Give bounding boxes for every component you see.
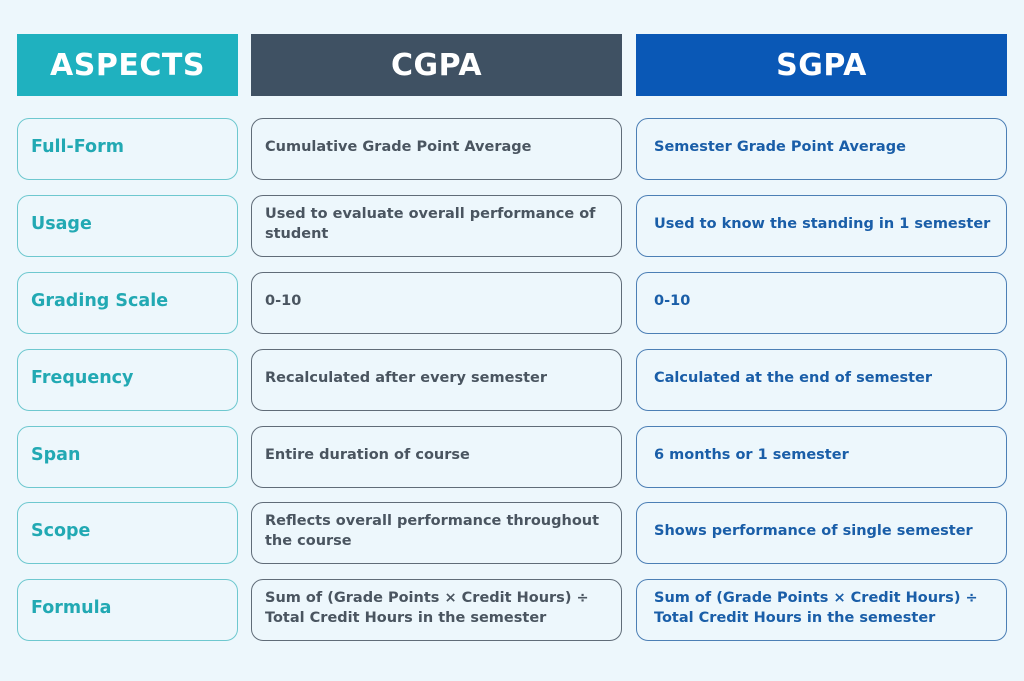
cgpa-cell: Used to evaluate overall performance of … xyxy=(251,195,622,257)
table-row-scope: Scope Reflects overall performance throu… xyxy=(17,502,1007,564)
cgpa-cell: 0-10 xyxy=(251,272,622,334)
cgpa-value: Sum of (Grade Points × Credit Hours) ÷ T… xyxy=(265,590,589,626)
aspect-cell: Usage xyxy=(17,195,238,257)
aspect-label: Span xyxy=(31,445,81,465)
cgpa-value: Cumulative Grade Point Average xyxy=(265,139,532,155)
cgpa-value: Recalculated after every semester xyxy=(265,370,547,386)
cgpa-value: Reflects overall performance throughout … xyxy=(265,513,600,549)
aspect-cell: Frequency xyxy=(17,349,238,411)
table-row-formula: Formula Sum of (Grade Points × Credit Ho… xyxy=(17,579,1007,641)
cgpa-cell: Reflects overall performance throughout … xyxy=(251,502,622,564)
table-row-usage: Usage Used to evaluate overall performan… xyxy=(17,195,1007,257)
aspect-cell: Formula xyxy=(17,579,238,641)
aspect-cell: Span xyxy=(17,426,238,488)
sgpa-value: Used to know the standing in 1 semester xyxy=(654,216,991,232)
aspect-cell: Scope xyxy=(17,502,238,564)
sgpa-value: 0-10 xyxy=(654,293,691,309)
cgpa-cell: Entire duration of course xyxy=(251,426,622,488)
sgpa-cell: Shows performance of single semester xyxy=(636,502,1007,564)
aspect-cell: Full-Form xyxy=(17,118,238,180)
sgpa-cell: Calculated at the end of semester xyxy=(636,349,1007,411)
sgpa-value: Semester Grade Point Average xyxy=(654,139,906,155)
cgpa-cell: Sum of (Grade Points × Credit Hours) ÷ T… xyxy=(251,579,622,641)
aspect-label: Scope xyxy=(31,521,91,541)
aspect-cell: Grading Scale xyxy=(17,272,238,334)
table-row-grading-scale: Grading Scale 0-10 0-10 xyxy=(17,272,1007,334)
sgpa-value: Shows performance of single semester xyxy=(654,523,973,539)
header-aspects: ASPECTS xyxy=(17,34,238,96)
header-row: ASPECTS CGPA SGPA xyxy=(17,34,1007,96)
aspect-label: Full-Form xyxy=(31,137,124,157)
aspect-label: Usage xyxy=(31,214,92,234)
aspect-label: Frequency xyxy=(31,368,134,388)
sgpa-value: Sum of (Grade Points × Credit Hours) ÷ T… xyxy=(654,590,978,626)
table-row-span: Span Entire duration of course 6 months … xyxy=(17,426,1007,488)
sgpa-cell: 6 months or 1 semester xyxy=(636,426,1007,488)
cgpa-value: Entire duration of course xyxy=(265,447,470,463)
header-cgpa: CGPA xyxy=(251,34,622,96)
cgpa-value: 0-10 xyxy=(265,293,302,309)
sgpa-cell: 0-10 xyxy=(636,272,1007,334)
header-sgpa: SGPA xyxy=(636,34,1007,96)
cgpa-value: Used to evaluate overall performance of … xyxy=(265,206,596,242)
aspect-label: Formula xyxy=(31,598,112,618)
aspect-label: Grading Scale xyxy=(31,291,169,311)
cgpa-cell: Cumulative Grade Point Average xyxy=(251,118,622,180)
sgpa-cell: Semester Grade Point Average xyxy=(636,118,1007,180)
sgpa-cell: Sum of (Grade Points × Credit Hours) ÷ T… xyxy=(636,579,1007,641)
table-row-full-form: Full-Form Cumulative Grade Point Average… xyxy=(17,118,1007,180)
cgpa-cell: Recalculated after every semester xyxy=(251,349,622,411)
sgpa-value: Calculated at the end of semester xyxy=(654,370,933,386)
table-row-frequency: Frequency Recalculated after every semes… xyxy=(17,349,1007,411)
sgpa-value: 6 months or 1 semester xyxy=(654,447,849,463)
sgpa-cell: Used to know the standing in 1 semester xyxy=(636,195,1007,257)
